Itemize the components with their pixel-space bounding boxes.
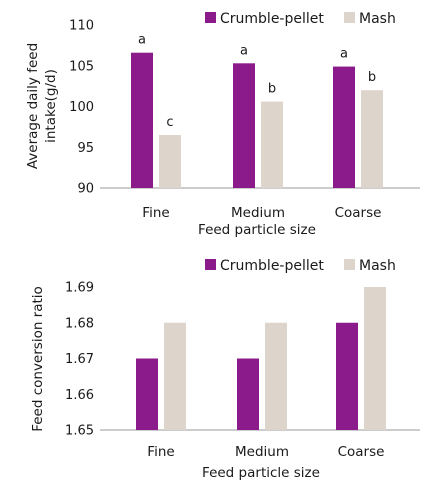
- legend-swatch: [205, 12, 216, 23]
- x-axis-title: Feed particle size: [202, 465, 320, 481]
- chart-feed-intake: 90 95 100 105 110 a c Fine a b Medium a b Coarse Feed …: [25, 11, 420, 238]
- bar-crumble-pellet-medium: [233, 63, 255, 188]
- y-tick-label: 1.67: [65, 352, 94, 367]
- legend-swatch: [344, 259, 355, 270]
- x-tick-label: Coarse: [338, 444, 385, 460]
- bar-mash-fine: [159, 135, 181, 188]
- legend-swatch: [344, 12, 355, 23]
- y-tick-label: 110: [69, 19, 94, 34]
- y-axis-title: Feed conversion ratio: [30, 286, 46, 432]
- x-axis-title: Feed particle size: [198, 222, 316, 238]
- y-tick-label: 95: [77, 141, 94, 156]
- significance-label: b: [368, 70, 376, 85]
- bar-mash-coarse: [364, 287, 386, 430]
- legend-label: Crumble-pellet: [220, 258, 324, 274]
- bar-crumble-pellet-fine: [131, 52, 153, 189]
- bar-mash-fine: [164, 322, 186, 430]
- significance-label: b: [268, 82, 276, 97]
- legend-label: Mash: [359, 11, 396, 27]
- x-tick-label: Fine: [147, 444, 174, 460]
- y-tick-label: 100: [69, 100, 94, 115]
- bar-crumble-pellet-fine: [136, 358, 158, 430]
- y-tick-label: 90: [77, 182, 94, 197]
- chart-feed-conversion: 1.65 1.66 1.67 1.68 1.69 Fine Medium Coarse Feed…: [30, 258, 420, 481]
- y-tick-label: 1.69: [65, 281, 94, 296]
- bar-mash-coarse: [361, 90, 383, 188]
- x-tick-label: Medium: [235, 444, 289, 460]
- x-tick-label: Fine: [142, 205, 169, 221]
- significance-label: c: [166, 115, 173, 130]
- bar-crumble-pellet-medium: [237, 358, 259, 430]
- y-tick-label: 1.65: [65, 424, 94, 439]
- y-tick-label: 1.66: [65, 388, 94, 403]
- bar-mash-medium: [265, 322, 287, 430]
- significance-label: a: [138, 33, 146, 48]
- significance-label: a: [340, 47, 348, 62]
- x-tick-label: Coarse: [335, 205, 382, 221]
- y-tick-label: 1.68: [65, 316, 94, 331]
- bar-crumble-pellet-coarse: [333, 66, 355, 188]
- legend-label: Mash: [359, 258, 396, 274]
- legend-label: Crumble-pellet: [220, 11, 324, 27]
- y-axis-title: Average daily feed intake(g/d): [25, 43, 59, 169]
- legend-swatch: [205, 259, 216, 270]
- bar-mash-medium: [261, 101, 283, 188]
- x-tick-label: Medium: [231, 205, 285, 221]
- bar-crumble-pellet-coarse: [336, 322, 358, 430]
- significance-label: a: [240, 43, 248, 58]
- y-tick-label: 105: [69, 59, 94, 74]
